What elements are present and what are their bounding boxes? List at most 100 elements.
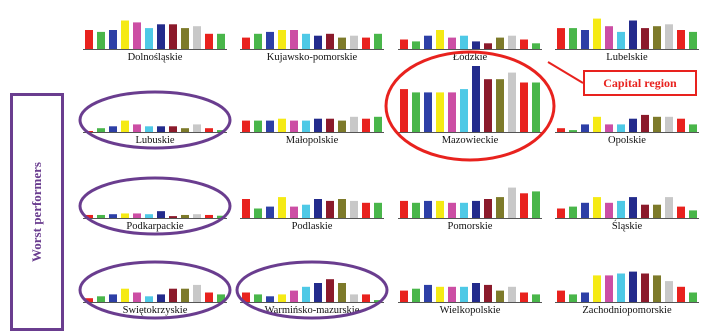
bar <box>424 92 432 132</box>
bar <box>109 214 117 218</box>
bar <box>677 30 685 49</box>
bar <box>374 116 382 132</box>
bar <box>532 82 540 132</box>
bar <box>472 66 480 132</box>
bar <box>254 120 262 132</box>
bar <box>266 206 274 218</box>
region-label: Pomorskie <box>448 221 493 232</box>
bar <box>302 120 310 132</box>
bar <box>665 24 673 49</box>
bar <box>205 292 213 302</box>
bar <box>314 199 322 218</box>
bar <box>254 294 262 302</box>
bar <box>374 300 382 302</box>
bar <box>460 89 468 132</box>
capital-callout-connector <box>547 61 584 84</box>
bar <box>326 118 334 132</box>
region-panel: Dolnośląskie <box>83 20 227 63</box>
bar <box>424 284 432 302</box>
worst-performer-ellipse <box>78 260 232 320</box>
bar <box>97 296 105 302</box>
bar <box>532 294 540 302</box>
bar <box>242 292 250 302</box>
bar <box>217 130 225 132</box>
bar <box>121 213 129 218</box>
bar <box>448 286 456 302</box>
region-panel: Lubuskie <box>78 90 232 150</box>
bar <box>653 26 661 49</box>
bar <box>169 126 177 132</box>
region-panel: Kujawsko-pomorskie <box>240 30 384 63</box>
bar <box>689 292 697 302</box>
bar <box>205 33 213 49</box>
bar <box>641 204 649 218</box>
bar <box>193 124 201 132</box>
bar <box>121 120 129 132</box>
bar <box>302 286 310 302</box>
bar <box>338 37 346 49</box>
bar <box>641 273 649 302</box>
bar <box>400 200 408 218</box>
region-panel: Małopolskie <box>240 116 384 146</box>
bar <box>508 286 516 302</box>
region-label: Mazowieckie <box>442 135 499 146</box>
region-label: Opolskie <box>608 135 646 146</box>
bar <box>508 72 516 132</box>
region-label: Kujawsko-pomorskie <box>267 52 358 63</box>
capital-region-callout: Capital region <box>583 70 697 96</box>
bar <box>557 208 565 218</box>
bar <box>569 206 577 218</box>
bar <box>217 294 225 302</box>
bar <box>569 28 577 49</box>
bar <box>448 37 456 49</box>
bar <box>496 37 504 49</box>
bar <box>314 283 322 302</box>
region-label: Dolnośląskie <box>128 52 183 63</box>
bar <box>605 26 613 49</box>
bar <box>290 290 298 302</box>
bar <box>472 200 480 218</box>
bar <box>326 200 334 218</box>
bar <box>85 214 93 218</box>
bar <box>338 120 346 132</box>
bar <box>85 30 93 49</box>
bar <box>581 202 589 218</box>
bar <box>157 24 165 49</box>
bar <box>520 292 528 302</box>
bar <box>448 202 456 218</box>
bar <box>436 200 444 218</box>
bar <box>689 210 697 218</box>
bar <box>496 197 504 218</box>
bar <box>472 41 480 49</box>
bar <box>338 199 346 218</box>
bar <box>350 35 358 49</box>
bar <box>569 130 577 132</box>
bar <box>109 30 117 49</box>
bar <box>362 294 370 302</box>
bar <box>121 288 129 302</box>
bar <box>641 114 649 132</box>
bar <box>97 214 105 218</box>
bar <box>290 30 298 49</box>
capital-region-ellipse <box>384 50 556 162</box>
bar <box>569 294 577 302</box>
bar <box>629 271 637 302</box>
bar <box>617 273 625 302</box>
region-panel: Śląskie <box>555 197 699 232</box>
bar <box>496 290 504 302</box>
bar <box>266 120 274 132</box>
bar <box>350 116 358 132</box>
region-panel: Pomorskie <box>398 187 542 232</box>
bar <box>85 298 93 302</box>
bar <box>593 275 601 302</box>
bar <box>460 35 468 49</box>
region-label: Wielkopolskie <box>440 305 501 316</box>
bar <box>605 124 613 132</box>
region-panel: Zachodniopomorskie <box>555 271 699 316</box>
bar <box>605 202 613 218</box>
bar <box>677 286 685 302</box>
bar <box>412 288 420 302</box>
bar <box>362 37 370 49</box>
worst-performers-box: Worst performers <box>10 93 64 331</box>
bar <box>205 214 213 218</box>
